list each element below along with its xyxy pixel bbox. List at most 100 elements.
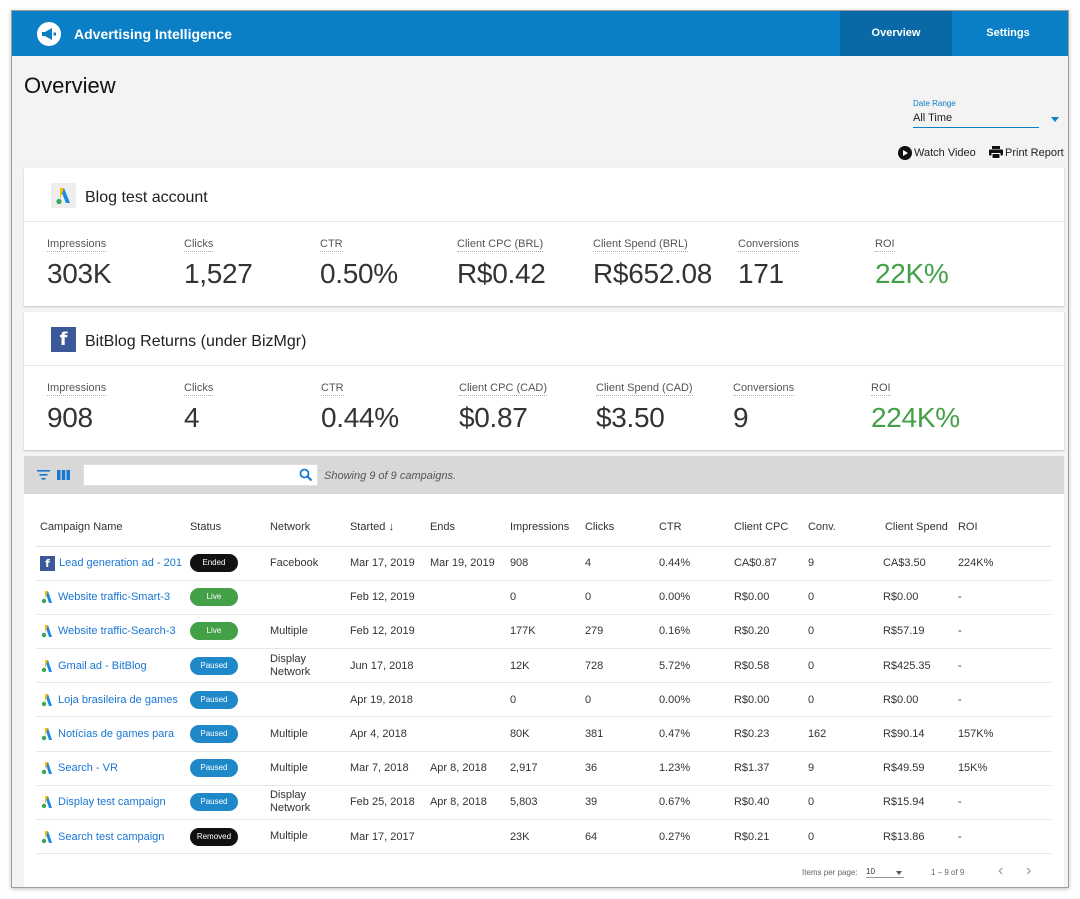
cell-clicks: 381 [580, 716, 655, 752]
filter-icon[interactable] [37, 470, 50, 480]
campaign-name: Website traffic-Smart-3 [40, 590, 182, 604]
account-card-header: Blog test account [24, 168, 1064, 222]
cell-network: Multiple [265, 751, 346, 786]
table-row[interactable]: Search - VR Paused Multiple Mar 7, 2018 Apr … [36, 751, 1051, 786]
google-ads-icon [41, 830, 52, 843]
campaign-link[interactable]: Lead generation ad - 201 [59, 557, 182, 570]
campaign-link[interactable]: Gmail ad - BitBlog [58, 659, 147, 672]
items-per-page-select[interactable]: 10 [866, 867, 904, 878]
col-ctr[interactable]: CTR [654, 509, 730, 547]
campaign-link[interactable]: Loja brasileira de games [58, 693, 178, 706]
table-row[interactable]: Website traffic-Search-3 Live Multiple Feb … [36, 614, 1051, 650]
date-range-value[interactable]: All Time [913, 112, 1039, 128]
metric-label: Client CPC (CAD) [459, 382, 548, 396]
cell-roi: - [953, 682, 1051, 718]
col-impressions[interactable]: Impressions [505, 509, 581, 547]
campaign-link[interactable]: Website traffic-Smart-3 [58, 591, 171, 604]
cell-clicks: 728 [580, 648, 655, 684]
caret-down-icon[interactable] [1051, 117, 1059, 122]
cell-impressions: 23K [505, 819, 581, 855]
cell-client-cpc: CA$0.87 [729, 546, 804, 581]
cell-network: Facebook [265, 546, 346, 581]
campaign-search[interactable] [83, 464, 318, 486]
table-row[interactable]: Display test campaign Paused Display Netwo… [36, 785, 1051, 821]
caret-down-icon[interactable] [896, 871, 902, 875]
status-badge: Removed [189, 827, 238, 846]
cell-conv: 162 [803, 716, 879, 752]
cell-ctr: 5.72% [654, 648, 730, 684]
metric-label: ROI [875, 238, 895, 252]
next-page-icon[interactable]: › [1026, 862, 1032, 879]
cell-roi: 15K% [953, 751, 1051, 786]
watch-video-button[interactable]: Watch Video [898, 146, 976, 160]
cell-ctr: 0.00% [654, 682, 730, 718]
status-badge: Paused [189, 656, 238, 675]
date-range-select[interactable]: Date Range All Time [913, 99, 1063, 128]
cell-campaign-name: Loja brasileira de games [36, 682, 186, 718]
col-network[interactable]: Network [265, 509, 346, 547]
col-client-cpc[interactable]: Client CPC [729, 509, 804, 547]
metric-label: Impressions [47, 238, 107, 252]
metric-value: R$0.42 [457, 258, 546, 289]
campaign-link[interactable]: Search - VR [58, 762, 118, 775]
col-client-spend[interactable]: Client Spend [878, 509, 954, 547]
cell-ctr: 0.44% [654, 546, 730, 581]
metric-clicks: Clicks 1,527 [184, 234, 253, 290]
cell-status: Removed [185, 819, 266, 855]
table-row[interactable]: Gmail ad - BitBlog Paused Display Network J… [36, 648, 1051, 684]
table-row[interactable]: Notícias de games para Paused Multiple Apr … [36, 716, 1051, 752]
google-ads-icon [41, 728, 52, 741]
cell-status: Paused [185, 682, 266, 718]
cell-client-spend: R$0.00 [878, 682, 954, 718]
col-started[interactable]: Started ↓ [345, 509, 426, 547]
cell-roi: 224K% [953, 546, 1051, 581]
campaign-link[interactable]: Website traffic-Search-3 [58, 625, 176, 638]
campaign-link[interactable]: Display test campaign [58, 796, 166, 809]
search-icon[interactable] [299, 468, 313, 482]
table-row[interactable]: Search test campaign Removed Multiple Mar 1… [36, 819, 1051, 855]
metric-value: 224K% [871, 402, 960, 433]
status-badge: Paused [189, 759, 238, 778]
page-range: 1 – 9 of 9 [931, 868, 965, 877]
cell-client-cpc: R$0.00 [729, 580, 804, 615]
metric-conversions: Conversions 171 [738, 234, 800, 290]
table-row[interactable]: f Lead generation ad - 201 Ended Facebook Ma… [36, 546, 1051, 581]
cell-impressions: 2,917 [505, 751, 581, 786]
items-per-page-label: Items per page: [802, 868, 858, 877]
col-roi[interactable]: ROI [953, 509, 1051, 547]
status-badge: Paused [189, 690, 238, 709]
metric-value: R$652.08 [593, 258, 713, 289]
metric-ctr: CTR 0.44% [321, 378, 399, 434]
table-row[interactable]: Website traffic-Smart-3 Live Feb 12, 2019 0… [36, 580, 1051, 615]
tab-settings[interactable]: Settings [986, 27, 1030, 39]
table-row[interactable]: Loja brasileira de games Paused Apr 19, 20… [36, 682, 1051, 718]
columns-icon[interactable] [57, 470, 70, 480]
col-conv[interactable]: Conv. [803, 509, 879, 547]
cell-client-spend: R$57.19 [878, 614, 954, 650]
tab-overview[interactable]: Overview [840, 11, 952, 56]
campaign-link[interactable]: Search test campaign [58, 830, 165, 843]
account-card-google: Blog test account Impressions 303K Click… [24, 168, 1064, 306]
col-clicks[interactable]: Clicks [580, 509, 655, 547]
col-campaign-name[interactable]: Campaign Name [36, 509, 186, 547]
prev-page-icon[interactable]: ‹ [998, 862, 1004, 879]
cell-campaign-name: Gmail ad - BitBlog [36, 648, 186, 684]
cell-client-cpc: R$0.40 [729, 785, 804, 821]
cell-client-cpc: R$0.23 [729, 716, 804, 752]
campaign-name: Display test campaign [40, 795, 182, 809]
col-status[interactable]: Status [185, 509, 266, 547]
cell-clicks: 0 [580, 682, 655, 718]
metric-value: 171 [738, 258, 784, 289]
search-input[interactable] [84, 465, 294, 485]
campaign-name: f Lead generation ad - 201 [40, 555, 182, 571]
metric-value: 0.50% [320, 258, 398, 289]
print-report-label: Print Report [1005, 146, 1064, 159]
sort-arrow-down-icon[interactable]: ↓ [388, 521, 394, 534]
cell-status: Ended [185, 546, 266, 581]
metric-label: Impressions [47, 382, 107, 396]
campaign-link[interactable]: Notícias de games para [58, 728, 175, 741]
date-range-label: Date Range [913, 99, 956, 108]
print-report-button[interactable]: Print Report [989, 146, 1064, 159]
col-ends[interactable]: Ends [425, 509, 506, 547]
cell-started: Feb 25, 2018 [345, 785, 426, 821]
